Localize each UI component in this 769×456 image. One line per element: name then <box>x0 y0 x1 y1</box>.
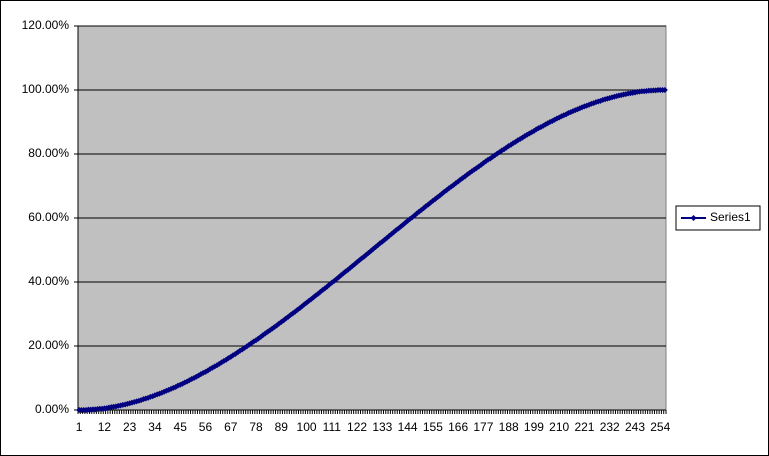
x-tick-label: 144 <box>398 420 418 434</box>
x-tick-label: 122 <box>347 420 367 434</box>
y-tick-label: 120.00% <box>22 18 70 32</box>
y-tick-label: 20.00% <box>28 338 69 352</box>
x-tick-label: 221 <box>574 420 594 434</box>
x-tick-label: 177 <box>473 420 493 434</box>
x-tick-label: 78 <box>249 420 263 434</box>
y-tick-label: 40.00% <box>28 274 69 288</box>
legend-marker <box>690 215 697 221</box>
x-tick-label: 89 <box>275 420 289 434</box>
legend-label: Series1 <box>710 210 751 224</box>
x-tick-label: 188 <box>499 420 519 434</box>
x-tick-label: 56 <box>199 420 213 434</box>
x-tick-label: 67 <box>224 420 238 434</box>
x-tick-label: 23 <box>123 420 137 434</box>
x-tick-label: 100 <box>297 420 317 434</box>
x-tick-label: 45 <box>174 420 188 434</box>
x-tick-label: 111 <box>323 420 342 434</box>
x-tick-label: 34 <box>148 420 162 434</box>
x-tick-label: 232 <box>600 420 620 434</box>
x-tick-label: 12 <box>98 420 112 434</box>
y-tick-label: 0.00% <box>35 402 69 416</box>
y-tick-label: 60.00% <box>28 210 69 224</box>
x-tick-label: 155 <box>423 420 443 434</box>
plot-area: 0.00% 20.00% 40.00% 60.00% 80.00% 100.00% 120.… <box>22 18 671 434</box>
y-tick-label: 80.00% <box>28 146 69 160</box>
y-tick-label: 100.00% <box>22 82 70 96</box>
x-tick-label: 243 <box>625 420 645 434</box>
x-tick-label: 254 <box>650 420 670 434</box>
x-tick-label: 210 <box>549 420 569 434</box>
x-tick-label: 199 <box>524 420 544 434</box>
x-tick-label: 1 <box>76 420 83 434</box>
x-tick-label: 133 <box>372 420 392 434</box>
x-tick-label: 166 <box>448 420 468 434</box>
data-point <box>661 87 668 93</box>
